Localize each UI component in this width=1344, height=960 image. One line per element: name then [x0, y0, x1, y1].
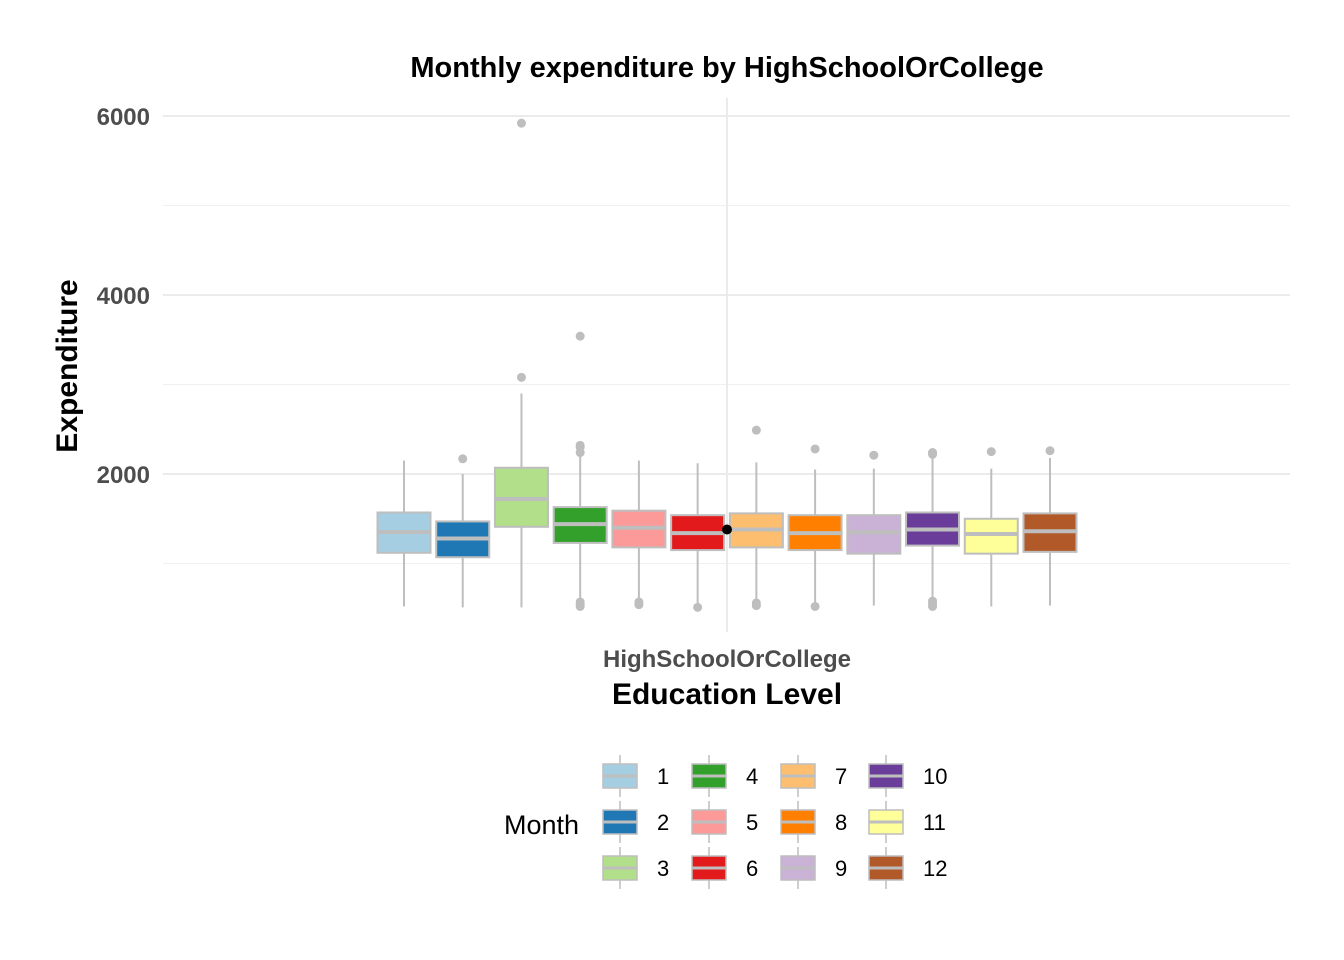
- legend-item-10: 10: [868, 755, 947, 797]
- legend-item-2: 2: [602, 801, 669, 843]
- box-month-12: [1022, 446, 1078, 606]
- outlier-point: [1045, 446, 1055, 456]
- outlier-point: [869, 450, 879, 460]
- outlier-point: [810, 444, 820, 454]
- y-tick-label: 4000: [97, 283, 150, 310]
- mean-point: [722, 524, 732, 535]
- y-axis-title: Expenditure: [51, 279, 84, 452]
- box-iqr: [846, 514, 902, 555]
- outlier-point: [928, 596, 938, 606]
- legend-label: 8: [835, 810, 847, 835]
- y-tick-labels: 2000 4000 6000: [97, 104, 150, 489]
- outlier-point: [928, 448, 938, 458]
- legend-label: 3: [657, 856, 669, 881]
- legend-item-12: 12: [868, 847, 947, 889]
- legend-label: 11: [923, 810, 946, 835]
- legend-label: 5: [746, 810, 758, 835]
- legend-item-11: 11: [868, 801, 946, 843]
- box-month-7: [728, 425, 784, 611]
- outlier-point: [751, 598, 761, 608]
- box-month-5: [611, 460, 667, 610]
- legend-title: Month: [504, 810, 579, 840]
- outlier-point: [986, 447, 996, 457]
- legend-label: 4: [746, 764, 758, 789]
- box-month-1: [376, 460, 432, 607]
- legend-label: 1: [657, 764, 669, 789]
- legend-item-6: 6: [691, 847, 758, 889]
- legend-item-1: 1: [602, 755, 669, 797]
- y-tick-label: 6000: [97, 104, 150, 131]
- outlier-point: [575, 331, 585, 341]
- box-month-8: [787, 444, 843, 611]
- box-month-10: [905, 448, 961, 611]
- outlier-point: [516, 372, 526, 382]
- outlier-point: [693, 602, 703, 612]
- boxplots: [376, 118, 1078, 612]
- box-month-2: [435, 454, 491, 608]
- plot-grid: [163, 98, 1290, 632]
- x-tick-label: HighSchoolOrCollege: [603, 646, 851, 673]
- legend-label: 7: [835, 764, 847, 789]
- box-month-4: [552, 331, 608, 611]
- legend-item-8: 8: [780, 801, 847, 843]
- chart-title: Monthly expenditure by HighSchoolOrColle…: [410, 52, 1043, 84]
- legend-label: 10: [923, 764, 947, 789]
- legend-item-3: 3: [602, 847, 669, 889]
- outlier-point: [458, 454, 468, 464]
- legend-label: 12: [923, 856, 947, 881]
- box-month-11: [963, 447, 1019, 607]
- mean-marker-layer: [722, 524, 732, 535]
- legend-label: 2: [657, 810, 669, 835]
- legend-label: 6: [746, 856, 758, 881]
- box-month-6: [670, 463, 726, 612]
- outlier-point: [516, 118, 526, 128]
- box-month-9: [846, 450, 902, 606]
- outlier-point: [634, 597, 644, 607]
- box-month-3: [493, 118, 549, 608]
- outlier-point: [575, 597, 585, 607]
- outlier-point: [751, 425, 761, 435]
- x-axis-title: Education Level: [612, 678, 842, 711]
- outlier-point: [575, 440, 585, 450]
- legend-item-4: 4: [691, 755, 758, 797]
- legend-item-5: 5: [691, 801, 758, 843]
- legend-item-9: 9: [780, 847, 847, 889]
- legend-item-7: 7: [780, 755, 847, 797]
- legend-label: 9: [835, 856, 847, 881]
- y-tick-label: 2000: [97, 462, 150, 489]
- outlier-point: [810, 601, 820, 611]
- box-iqr: [963, 517, 1019, 555]
